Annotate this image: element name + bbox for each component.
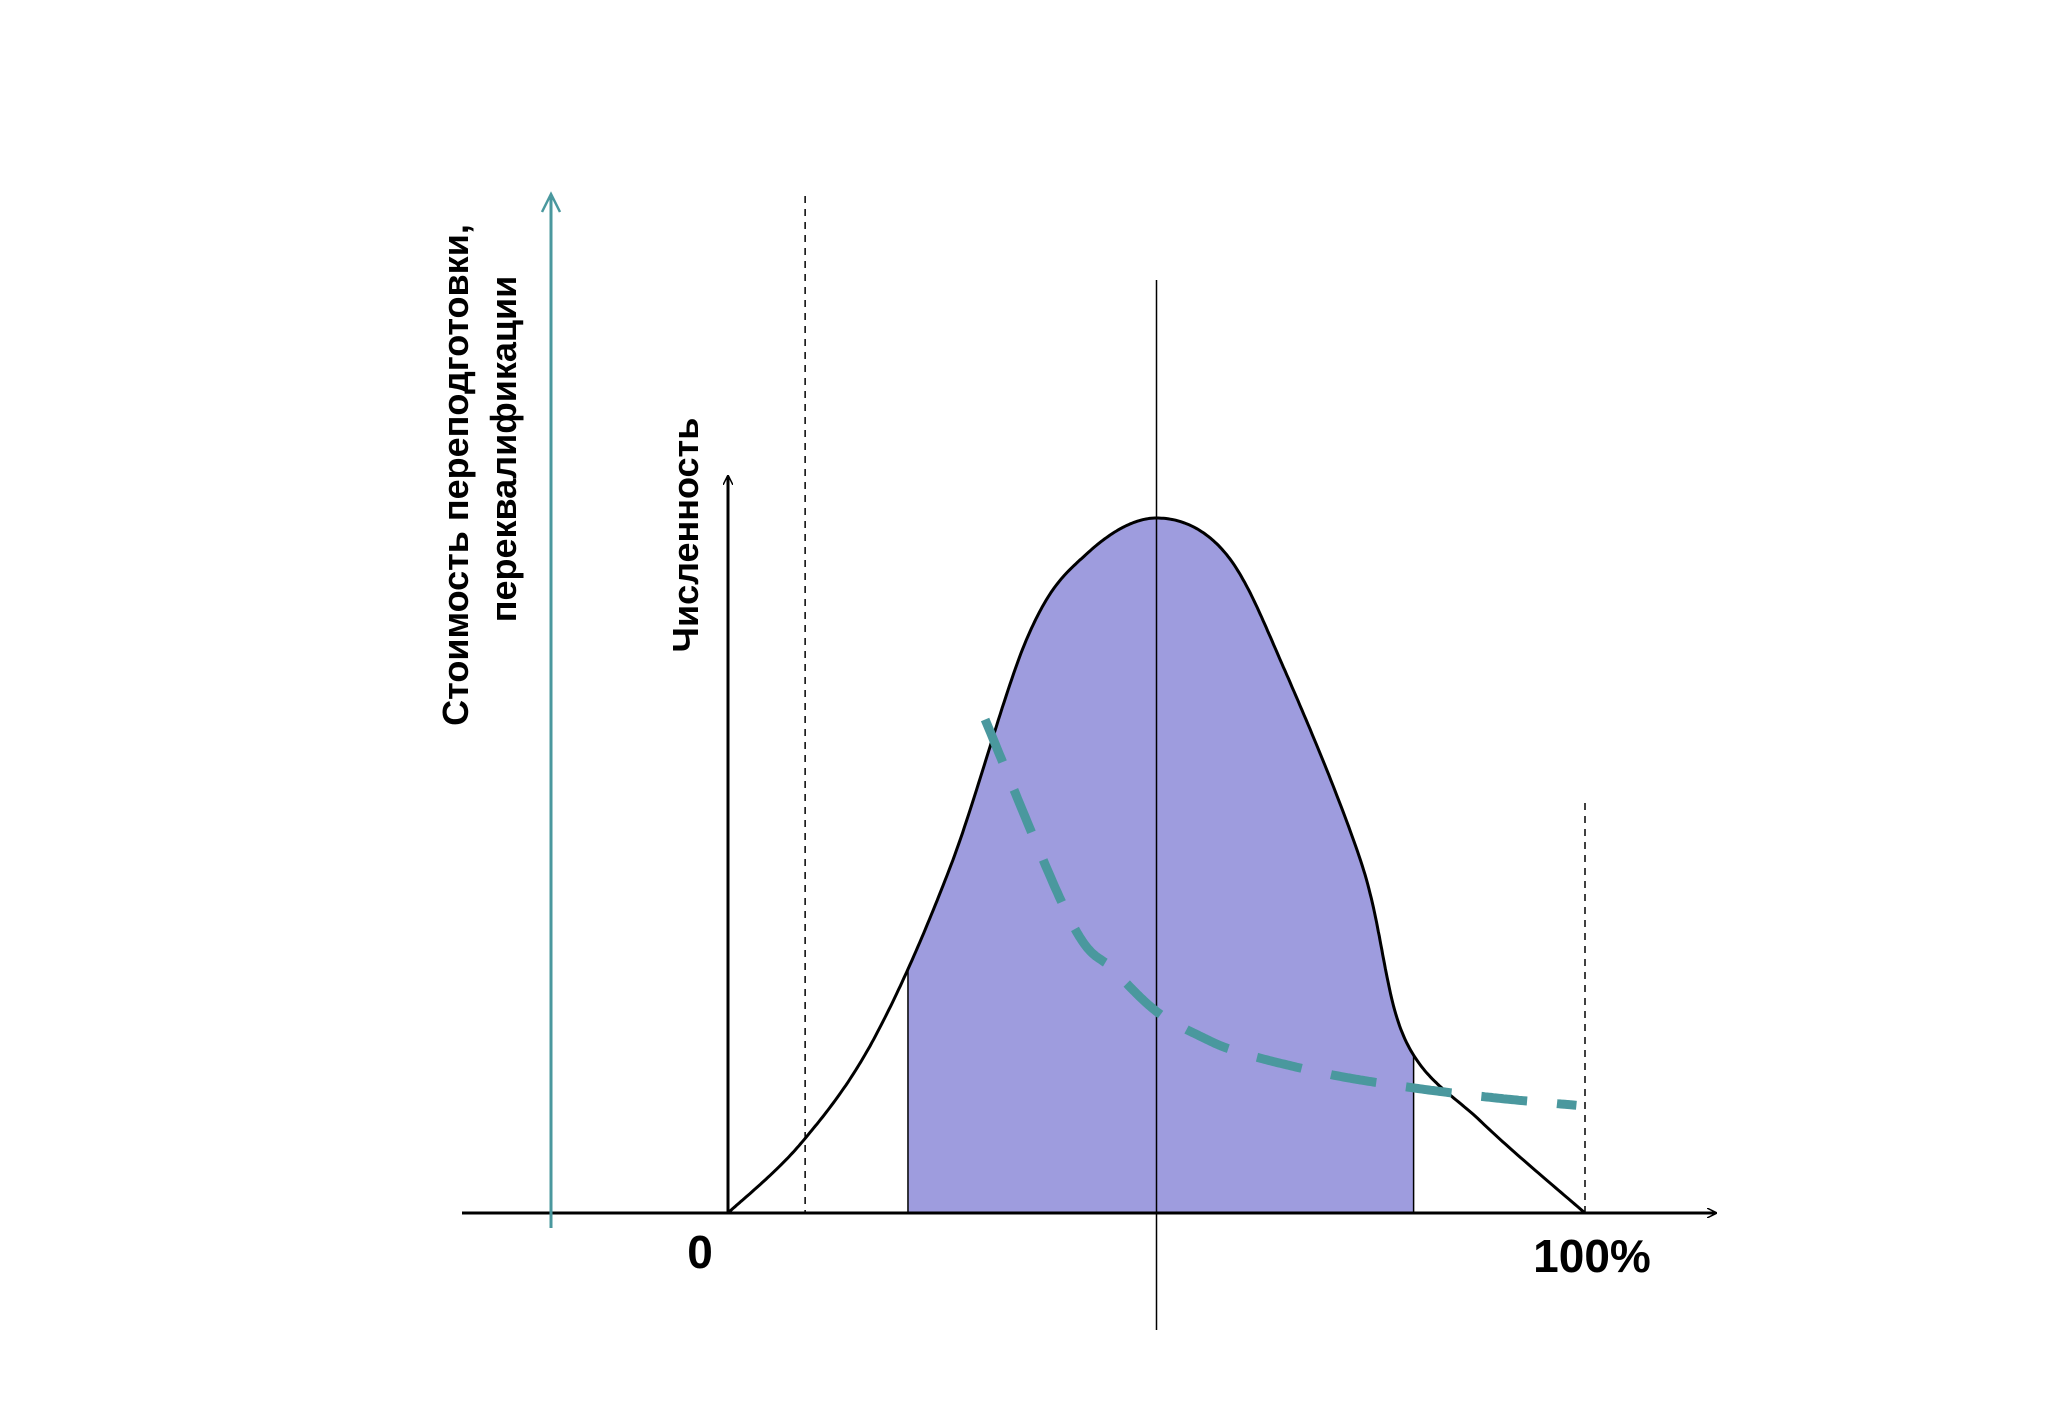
y-axis-label-headcount: Численность: [665, 418, 706, 653]
cost-curve-line: [980, 717, 1577, 1110]
y2-axis-label-retraining-cost: Стоимость переподготовки, переквалификац…: [435, 224, 524, 726]
bell-curve: [726, 516, 1586, 1215]
x-tick-label-hundred: 100%: [1533, 1230, 1651, 1282]
y2-axis-arrowhead: [540, 191, 562, 213]
cost-curve: [980, 717, 1577, 1110]
y2-axis-label-line-1: Стоимость переподготовки,: [435, 224, 476, 726]
bell-fill-area: [907, 518, 1415, 1213]
y2-axis-label-line-2: переквалификации: [483, 276, 524, 623]
bell-filled-region: [908, 518, 1414, 1213]
x-tick-label-zero: 0: [687, 1226, 713, 1278]
reference-lines: [804, 196, 1586, 1330]
bell-curve-line: [726, 516, 1586, 1215]
axes: [462, 191, 1716, 1228]
